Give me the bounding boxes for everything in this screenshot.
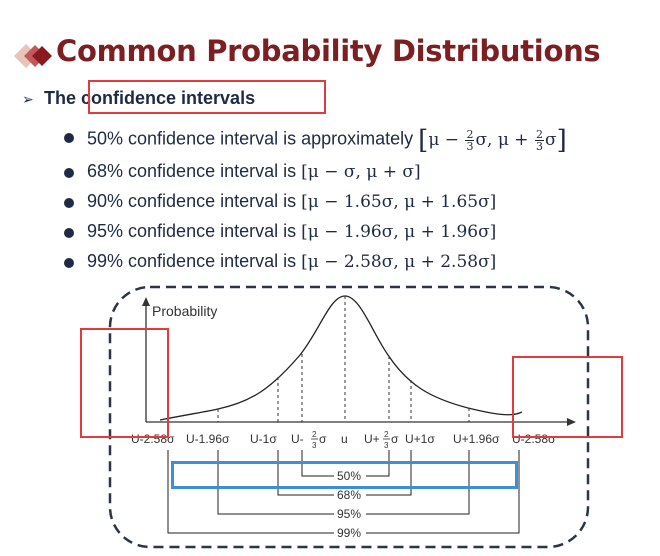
interval-label-50: 50% bbox=[337, 469, 361, 483]
highlight-box-50-interval bbox=[171, 461, 518, 489]
tick-label: U-1σ bbox=[250, 432, 277, 446]
highlight-box-left-tail bbox=[80, 328, 169, 438]
tick-label-sigma: σ bbox=[319, 432, 327, 446]
bullet-math: [μ − 1.65σ, μ + 1.65σ] bbox=[301, 192, 497, 212]
section-highlight: confidence intervals bbox=[81, 88, 256, 108]
bullet-math: [μ − σ, μ + σ] bbox=[301, 162, 421, 182]
tick-label: U-2.58σ bbox=[512, 432, 556, 446]
tick-frac-num: 2 bbox=[312, 430, 317, 439]
highlight-box-right-tail bbox=[512, 356, 623, 438]
bullet-dot bbox=[64, 133, 74, 143]
bullet-dot bbox=[64, 198, 74, 208]
tick-label: U+1σ bbox=[405, 432, 435, 446]
tick-label: u bbox=[341, 432, 348, 446]
bullet-math: [μ − 2 3 σ, μ + 2 3 σ] bbox=[418, 125, 567, 155]
page-title: Common Probability Distributions bbox=[56, 34, 601, 68]
tick-label: U-1.96σ bbox=[186, 432, 230, 446]
bracket-50 bbox=[301, 450, 390, 477]
tick-label: U+1.96σ bbox=[453, 432, 500, 446]
highlight-box-heading bbox=[88, 80, 326, 114]
bullet-dot bbox=[64, 228, 74, 238]
arrow-bullet-icon: ➢ bbox=[22, 91, 34, 107]
tick-label: U- bbox=[291, 432, 304, 446]
section-prefix: The bbox=[44, 88, 82, 108]
tick-frac-den: 3 bbox=[384, 441, 389, 450]
section-heading: ➢ The confidence intervals bbox=[22, 88, 255, 109]
x-axis-arrow bbox=[567, 418, 576, 426]
tick-label-sigma: σ bbox=[391, 432, 399, 446]
title-diamond-icon bbox=[14, 44, 52, 68]
interval-label-99: 99% bbox=[337, 526, 361, 540]
bracket-95 bbox=[217, 450, 470, 515]
tick-frac-num: 2 bbox=[384, 430, 389, 439]
interval-label-68: 68% bbox=[337, 488, 361, 502]
bullet-text: 50% confidence interval is approximately bbox=[87, 128, 419, 149]
diagram-frame bbox=[108, 285, 590, 549]
tick-label: U+ bbox=[364, 432, 380, 446]
bullet-text: 68% confidence interval is bbox=[87, 161, 302, 181]
bullet-text: 99% confidence interval is bbox=[87, 251, 302, 271]
interval-brackets bbox=[167, 450, 520, 534]
bracket-99 bbox=[167, 450, 520, 534]
bullet-math: [μ − 2.58σ, μ + 2.58σ] bbox=[301, 252, 497, 272]
y-axis-label: Probability bbox=[152, 303, 217, 319]
bullet-dot bbox=[64, 168, 74, 178]
y-axis-arrow bbox=[142, 297, 150, 306]
bullet-text: 95% confidence interval is bbox=[87, 221, 302, 241]
bullet-math: [μ − 1.96σ, μ + 1.96σ] bbox=[301, 222, 497, 242]
tick-frac-den: 3 bbox=[312, 441, 317, 450]
interval-label-95: 95% bbox=[337, 507, 361, 521]
guide-lines bbox=[217, 296, 470, 422]
tick-label: U-2.58σ bbox=[131, 432, 175, 446]
bullet-dot bbox=[64, 258, 74, 268]
bullet-text: 90% confidence interval is bbox=[87, 191, 302, 211]
bracket-68 bbox=[277, 450, 412, 496]
